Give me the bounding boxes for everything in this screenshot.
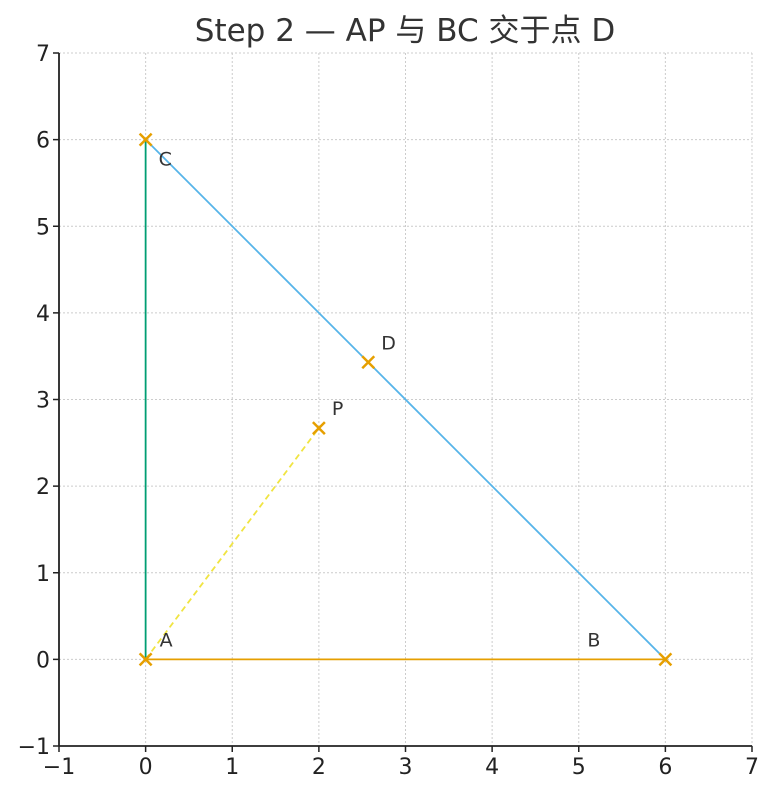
y-tick-label: 4 — [36, 302, 50, 327]
x-tick-label: −1 — [43, 755, 75, 780]
point-label-b: B — [587, 629, 600, 651]
x-tick-label: 5 — [572, 755, 586, 780]
x-tick-label: 2 — [312, 755, 326, 780]
y-tick-label: 5 — [36, 215, 50, 240]
y-tick-label: 1 — [36, 562, 50, 587]
y-tick-label: 0 — [36, 648, 50, 673]
y-tick-label: −1 — [18, 735, 50, 760]
triangle-segments — [144, 138, 667, 661]
x-tick-label: 3 — [399, 755, 413, 780]
y-tick-label: 3 — [36, 389, 50, 414]
x-tick-label: 1 — [225, 755, 239, 780]
point-marker-c — [138, 132, 153, 147]
point-label-d: D — [381, 332, 396, 354]
x-tick-label: 0 — [139, 755, 153, 780]
point-marker-p — [311, 421, 326, 435]
axes: −1 0 1 2 3 4 5 6 7 −1 0 1 2 3 4 5 6 7 — [18, 42, 759, 780]
points: A B C P D — [138, 132, 673, 667]
chart-title: Step 2 — AP 与 BC 交于点 D — [195, 13, 615, 49]
point-marker-b — [658, 652, 673, 667]
point-marker-d — [361, 355, 376, 370]
x-tick-label: 6 — [658, 755, 672, 780]
y-tick-label: 6 — [36, 129, 50, 154]
y-tick-label: 2 — [36, 475, 50, 500]
x-tick-label: 4 — [485, 755, 499, 780]
segment-ap — [144, 427, 320, 660]
point-label-p: P — [332, 398, 343, 420]
x-tick-label: 7 — [745, 755, 759, 780]
point-label-c: C — [159, 149, 172, 171]
point-label-a: A — [160, 629, 173, 651]
y-tick-label: 7 — [36, 42, 50, 67]
point-marker-a — [138, 652, 153, 667]
segment-bc — [144, 138, 667, 661]
